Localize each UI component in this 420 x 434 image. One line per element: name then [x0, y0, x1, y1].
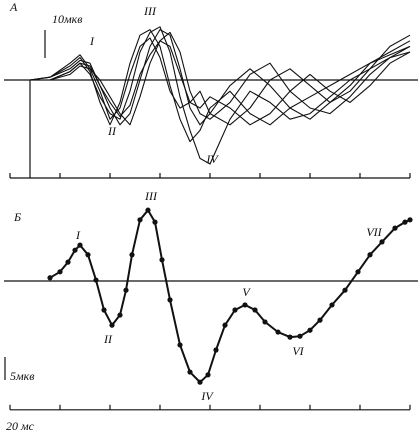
point: [222, 322, 228, 328]
point: [177, 342, 183, 348]
point: [123, 287, 129, 293]
point: [287, 334, 293, 340]
panel-label: Б: [13, 210, 21, 224]
point: [72, 247, 78, 253]
component-label: VI: [292, 344, 304, 358]
component-label: VII: [366, 225, 382, 239]
point: [407, 217, 413, 223]
point: [252, 307, 258, 313]
point: [47, 275, 53, 281]
point: [329, 302, 335, 308]
point: [167, 297, 173, 303]
time-label: 20 мс: [6, 419, 35, 433]
point: [213, 347, 219, 353]
point: [297, 333, 303, 339]
point: [307, 327, 313, 333]
point: [379, 239, 385, 245]
point: [392, 225, 398, 231]
point: [402, 219, 408, 225]
point: [355, 269, 361, 275]
scale-label: 10мкв: [52, 12, 82, 26]
point: [275, 329, 281, 335]
component-label: II: [103, 332, 113, 346]
point: [77, 242, 83, 248]
point: [317, 317, 323, 323]
point: [205, 372, 211, 378]
scale-label: 5мкв: [10, 369, 34, 383]
point: [197, 379, 203, 385]
point: [137, 217, 143, 223]
point: [117, 312, 123, 318]
point: [85, 252, 91, 258]
component-label: IV: [200, 389, 214, 403]
trace: [10, 40, 411, 126]
point: [152, 219, 158, 225]
point: [187, 369, 193, 375]
point: [109, 322, 115, 328]
trace: [10, 29, 411, 126]
point: [242, 302, 248, 308]
component-label: I: [75, 228, 81, 242]
trace: [10, 34, 411, 126]
panel-label: A: [9, 0, 18, 14]
component-label: I: [89, 34, 95, 48]
component-label: III: [144, 189, 158, 203]
point: [342, 287, 348, 293]
component-label: III: [143, 4, 157, 18]
point: [159, 257, 165, 263]
trace: [49, 209, 411, 384]
point: [232, 307, 238, 313]
trace: [10, 26, 411, 165]
point: [129, 252, 135, 258]
point: [367, 252, 373, 258]
component-label: V: [242, 285, 251, 299]
trace: [10, 31, 411, 126]
point: [65, 259, 71, 265]
component-label: II: [107, 124, 117, 138]
point: [57, 269, 63, 275]
point: [101, 307, 107, 313]
point: [262, 319, 268, 325]
point: [93, 277, 99, 283]
point: [145, 207, 151, 213]
